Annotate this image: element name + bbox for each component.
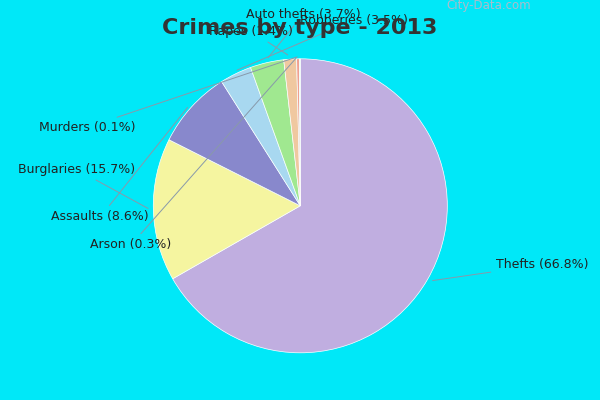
Text: Assaults (8.6%): Assaults (8.6%) <box>52 108 188 224</box>
Text: Murders (0.1%): Murders (0.1%) <box>38 57 297 134</box>
Wedge shape <box>169 82 301 206</box>
Text: Thefts (66.8%): Thefts (66.8%) <box>433 258 589 280</box>
Text: Auto thefts (3.7%): Auto thefts (3.7%) <box>246 8 361 58</box>
Text: Rapes (1.4%): Rapes (1.4%) <box>209 25 293 55</box>
Text: Crimes by type - 2013: Crimes by type - 2013 <box>163 18 437 38</box>
Wedge shape <box>296 59 301 206</box>
Wedge shape <box>153 140 301 279</box>
Text: City-Data.com: City-Data.com <box>446 0 532 12</box>
Text: Robberies (3.5%): Robberies (3.5%) <box>237 14 407 70</box>
Wedge shape <box>251 60 301 206</box>
Text: Burglaries (15.7%): Burglaries (15.7%) <box>18 163 148 208</box>
Wedge shape <box>299 59 301 206</box>
Text: Arson (0.3%): Arson (0.3%) <box>90 58 296 252</box>
Wedge shape <box>284 59 301 206</box>
Wedge shape <box>173 59 447 353</box>
Wedge shape <box>221 68 301 206</box>
